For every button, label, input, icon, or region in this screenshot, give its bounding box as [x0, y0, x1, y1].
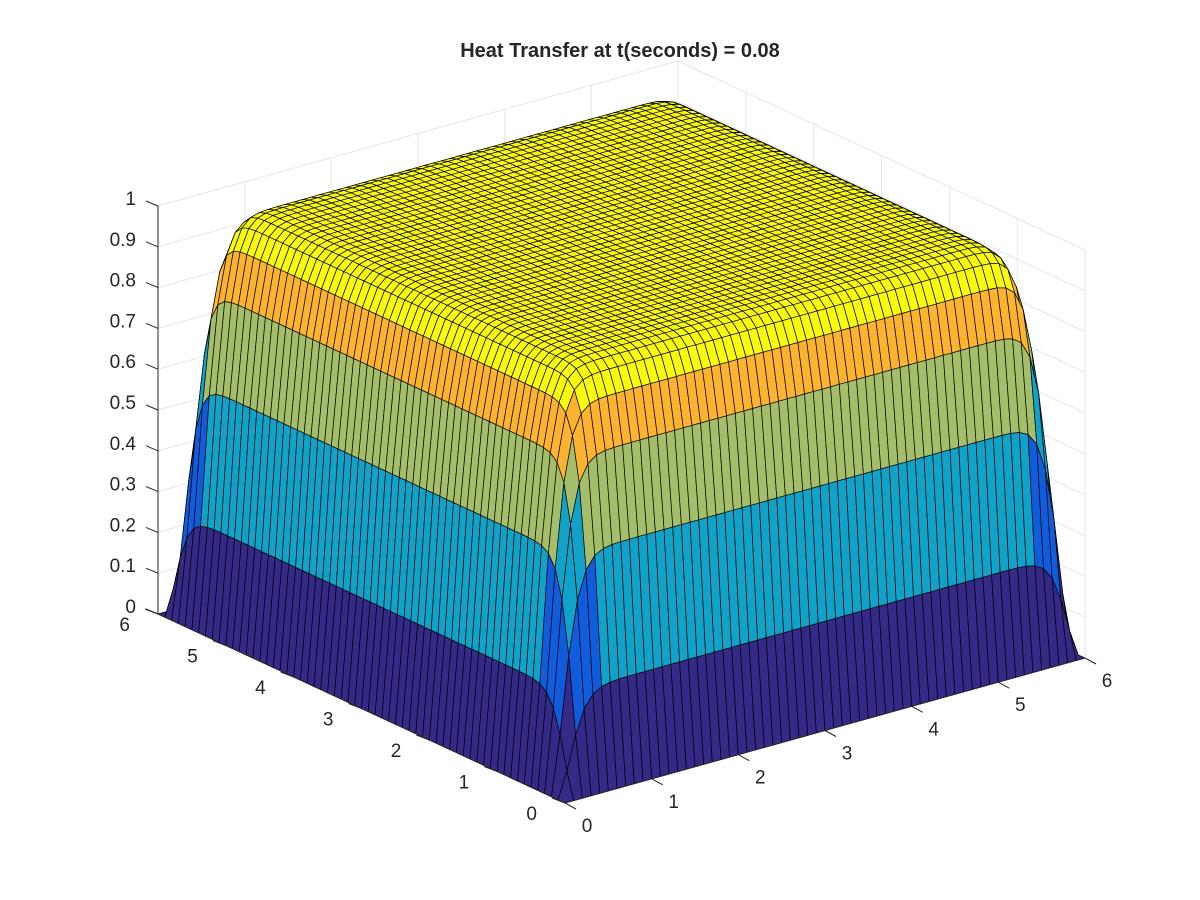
z-tick-label: 0.6	[110, 352, 136, 373]
z-tick-label: 0	[125, 597, 136, 618]
z-axis-tick	[145, 608, 159, 615]
x-tick-label: 2	[755, 768, 766, 789]
y-axis-tick	[551, 797, 566, 804]
y-tick-label: 3	[323, 710, 334, 731]
y-tick-label: 4	[255, 678, 266, 699]
x-axis-tick	[998, 681, 1010, 689]
chart-title: Heat Transfer at t(seconds) = 0.08	[460, 40, 780, 62]
z-axis-tick	[145, 282, 159, 289]
z-axis-tick	[145, 200, 159, 207]
y-tick-label: 0	[526, 804, 537, 825]
axes-ticks: 0123456012345600.10.20.30.40.50.60.70.80…	[110, 189, 1113, 837]
z-tick-label: 0.3	[110, 475, 136, 496]
x-axis-tick	[651, 778, 663, 786]
x-tick-label: 1	[668, 792, 679, 813]
x-axis-tick	[738, 754, 750, 762]
z-tick-label: 0.1	[110, 556, 136, 577]
z-tick-label: 0.7	[110, 311, 136, 332]
z-tick-label: 0.4	[110, 434, 137, 455]
x-tick-label: 0	[582, 816, 593, 837]
z-axis-tick	[145, 363, 159, 370]
z-axis-tick	[145, 526, 159, 533]
x-axis-tick	[1084, 657, 1097, 665]
y-tick-label: 6	[119, 615, 130, 636]
x-tick-label: 3	[842, 744, 853, 765]
z-axis-tick	[145, 567, 159, 574]
y-axis-tick	[212, 640, 226, 646]
y-axis-tick	[416, 734, 430, 741]
y-axis-tick	[348, 703, 362, 709]
x-tick-label: 5	[1015, 695, 1026, 716]
x-axis-tick	[911, 705, 923, 713]
y-axis-tick	[484, 766, 498, 772]
z-tick-label: 1	[125, 189, 136, 210]
x-tick-label: 4	[928, 719, 939, 740]
z-axis-tick	[145, 322, 159, 329]
z-tick-label: 0.2	[110, 515, 136, 536]
y-tick-label: 5	[187, 647, 198, 668]
z-axis-tick	[145, 486, 159, 493]
z-tick-label: 0.5	[110, 393, 136, 414]
x-axis-tick	[564, 802, 577, 810]
y-tick-label: 2	[391, 741, 402, 762]
x-axis-tick	[824, 730, 837, 737]
surface-mesh	[157, 101, 1086, 804]
z-axis-tick	[145, 404, 159, 411]
y-tick-label: 1	[459, 773, 470, 794]
x-tick-label: 6	[1102, 671, 1113, 692]
y-axis-tick	[280, 671, 294, 678]
z-tick-label: 0.9	[110, 230, 136, 251]
z-axis-tick	[145, 241, 159, 248]
z-axis-tick	[145, 445, 159, 452]
z-tick-label: 0.8	[110, 271, 136, 292]
